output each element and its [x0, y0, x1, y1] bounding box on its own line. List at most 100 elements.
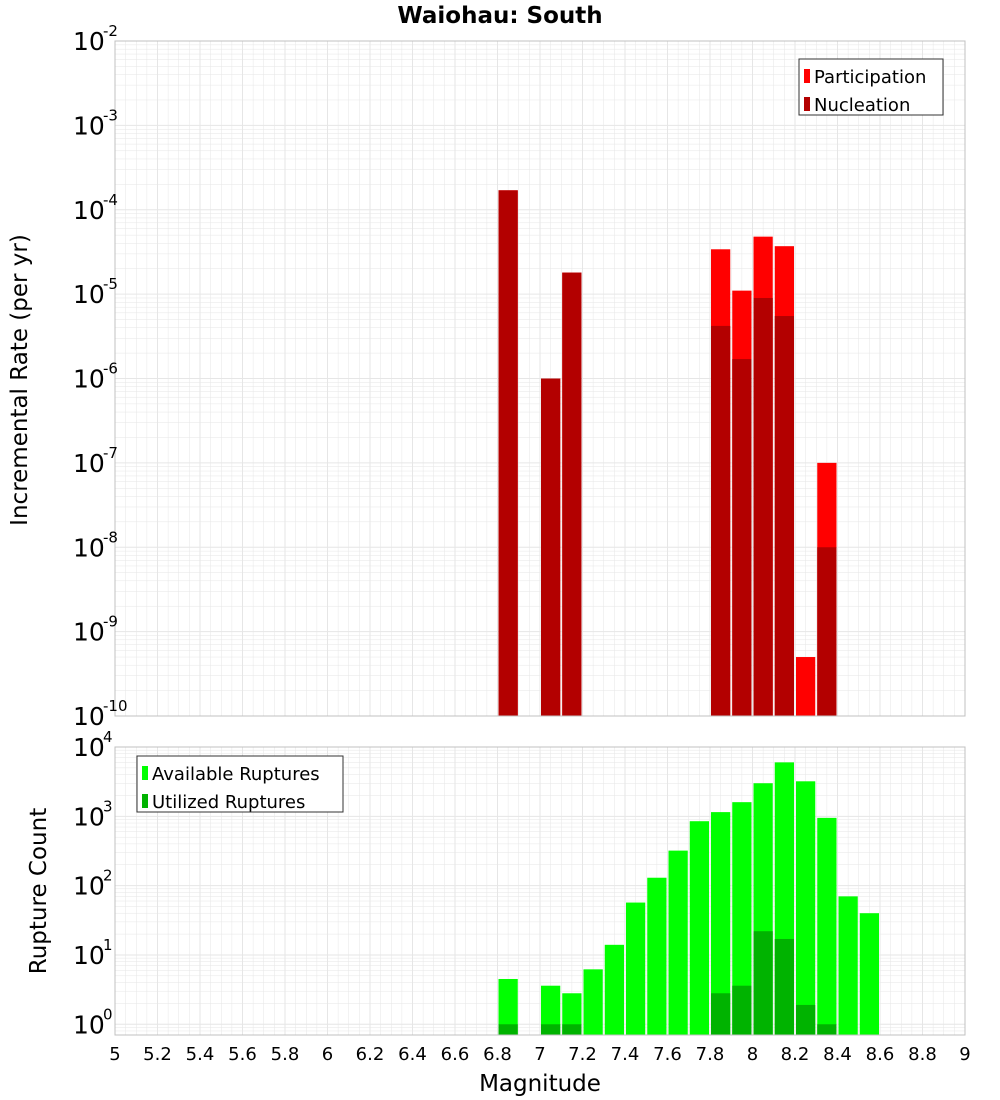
y-tick-exponent: 4 — [103, 728, 113, 746]
y-tick-label: 10 — [73, 365, 105, 394]
bar-available-ruptures — [796, 781, 816, 1035]
legend-swatch — [142, 794, 148, 808]
legend-swatch — [804, 97, 810, 111]
bar-available-ruptures — [817, 817, 837, 1035]
y-tick-exponent: -5 — [103, 275, 118, 293]
bar-available-ruptures — [732, 802, 752, 1035]
x-tick-label: 7.8 — [696, 1044, 725, 1065]
bottom-y-axis-label: Rupture Count — [26, 808, 52, 974]
legend-item-label: Utilized Ruptures — [152, 792, 305, 813]
x-tick-label: 8.8 — [908, 1044, 937, 1065]
bar-overlay-utilized-ruptures — [541, 1024, 561, 1035]
x-tick-labels: 5 5.2 5.4 5.6 5.8 6 6.2 6.4 6.6 6.8 7 7.2 7.4 7.6 7.8 8… — [109, 1044, 970, 1065]
legend-item-label: Participation — [814, 67, 926, 88]
y-tick-exponent: -2 — [103, 22, 118, 40]
x-tick-label: 7.4 — [611, 1044, 640, 1065]
x-axis-label: Magnitude — [479, 1071, 601, 1097]
x-tick-label: 6.8 — [483, 1044, 512, 1065]
bar-overlay-utilized-ruptures — [753, 931, 773, 1035]
bar-available-ruptures — [604, 944, 624, 1035]
bar-overlay-utilized-ruptures — [796, 1004, 816, 1035]
bar-available-ruptures — [838, 896, 858, 1035]
bar-overlay-nucleation — [711, 325, 731, 716]
legend-swatch — [142, 766, 148, 780]
legend-swatch — [804, 69, 810, 83]
y-tick-label: 10 — [73, 1010, 105, 1039]
x-tick-label: 8.4 — [823, 1044, 852, 1065]
y-tick-label: 10 — [73, 280, 105, 309]
bar-participation — [796, 657, 816, 716]
x-tick-label: 7.2 — [568, 1044, 597, 1065]
x-tick-label: 7.6 — [653, 1044, 682, 1065]
x-tick-label: 9 — [959, 1044, 970, 1065]
legend: Participation Nucleation — [798, 58, 944, 116]
x-tick-label: 6.4 — [398, 1044, 427, 1065]
bar-available-ruptures — [626, 902, 646, 1035]
legend-box — [136, 755, 344, 813]
y-tick-label: 10 — [73, 702, 105, 731]
bar-overlay-nucleation — [562, 272, 582, 716]
bar-available-ruptures — [647, 877, 667, 1035]
bar-overlay-utilized-ruptures — [732, 985, 752, 1035]
y-tick-label: 10 — [73, 941, 105, 970]
x-tick-label: 5.2 — [143, 1044, 172, 1065]
bar-overlay-utilized-ruptures — [562, 1024, 582, 1035]
bar-overlay-utilized-ruptures — [817, 1024, 837, 1035]
y-tick-exponent: -9 — [103, 613, 118, 631]
bar-available-ruptures — [689, 821, 709, 1035]
bar-overlay-nucleation — [817, 547, 837, 716]
y-tick-label: 10 — [73, 196, 105, 225]
bar-available-ruptures — [498, 978, 518, 1035]
x-tick-label: 8 — [747, 1044, 758, 1065]
y-tick-label: 10 — [73, 533, 105, 562]
bar-overlay-nucleation — [541, 378, 561, 716]
legend: Available Ruptures Utilized Ruptures — [136, 755, 344, 813]
top-y-axis-label: Incremental Rate (per yr) — [7, 234, 33, 526]
legend-box — [798, 58, 944, 116]
x-tick-label: 6 — [322, 1044, 333, 1065]
y-tick-label: 10 — [73, 802, 105, 831]
bar-available-ruptures — [711, 812, 731, 1035]
legend-item-label: Nucleation — [814, 95, 910, 116]
x-tick-label: 6.2 — [356, 1044, 385, 1065]
bar-available-ruptures — [583, 969, 603, 1035]
legend-item-label: Available Ruptures — [152, 764, 320, 785]
y-tick-exponent: -4 — [103, 191, 118, 209]
x-tick-label: 8.2 — [781, 1044, 810, 1065]
y-tick-exponent: -8 — [103, 528, 118, 546]
rate-panel: 10-210-310-410-510-610-710-810-910-10Par… — [73, 22, 966, 731]
bar-available-ruptures — [668, 850, 688, 1035]
y-tick-exponent: -3 — [103, 106, 118, 124]
x-tick-label: 5.4 — [186, 1044, 215, 1065]
x-tick-label: 5.8 — [271, 1044, 300, 1065]
y-tick-exponent: 0 — [103, 1005, 113, 1023]
bar-overlay-nucleation — [753, 297, 773, 716]
y-tick-label: 10 — [73, 618, 105, 647]
y-tick-exponent: 1 — [103, 936, 113, 954]
y-tick-exponent: -10 — [103, 697, 128, 715]
y-tick-label: 10 — [73, 733, 105, 762]
x-tick-label: 8.6 — [866, 1044, 895, 1065]
bar-available-ruptures — [859, 913, 879, 1035]
bar-overlay-nucleation — [774, 316, 794, 716]
y-tick-exponent: 2 — [103, 867, 113, 885]
plot-frame — [114, 40, 966, 717]
x-tick-label: 6.6 — [441, 1044, 470, 1065]
x-tick-label: 5 — [109, 1044, 120, 1065]
chart-title: Waiohau: South — [397, 3, 602, 29]
y-tick-label: 10 — [73, 872, 105, 901]
bar-available-ruptures — [541, 985, 561, 1035]
y-tick-exponent: -7 — [103, 444, 118, 462]
bar-overlay-utilized-ruptures — [711, 993, 731, 1035]
plot-frame — [114, 746, 966, 1036]
x-tick-label: 5.6 — [228, 1044, 257, 1065]
bar-overlay-utilized-ruptures — [498, 1024, 518, 1035]
y-tick-label: 10 — [73, 27, 105, 56]
bar-overlay-utilized-ruptures — [774, 938, 794, 1035]
y-tick-label: 10 — [73, 449, 105, 478]
y-tick-exponent: 3 — [103, 797, 113, 815]
bar-overlay-nucleation — [498, 190, 518, 716]
y-tick-label: 10 — [73, 111, 105, 140]
